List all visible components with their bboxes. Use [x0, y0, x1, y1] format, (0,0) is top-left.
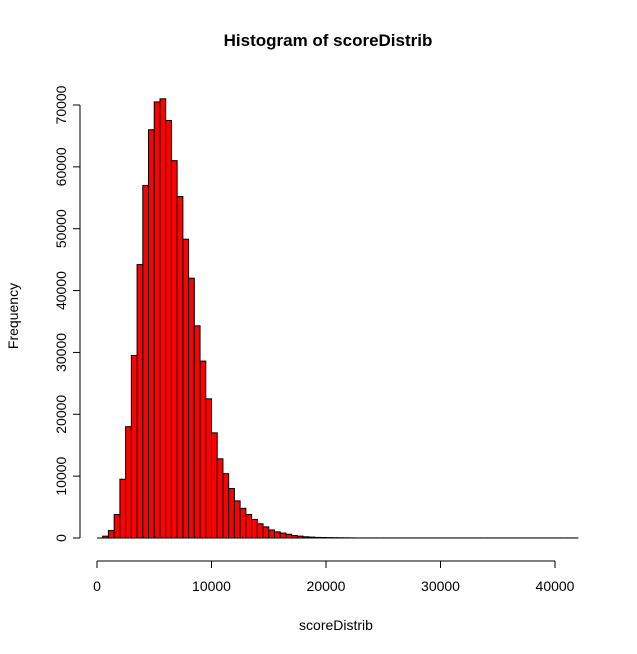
y-tick-label: 60000 — [53, 147, 69, 186]
chart-title: Histogram of scoreDistrib — [224, 31, 433, 50]
y-axis-label: Frequency — [5, 283, 21, 349]
histogram-bar — [170, 160, 178, 539]
histogram-bar — [279, 532, 287, 539]
histogram-bar — [251, 518, 258, 539]
histogram-bar — [256, 523, 264, 539]
histogram-bar — [130, 355, 138, 539]
histogram-bar — [182, 238, 190, 539]
histogram-bar — [125, 426, 132, 539]
histogram-bar — [268, 529, 275, 539]
histogram-bar — [165, 119, 172, 539]
histogram-bar — [136, 264, 144, 539]
y-tick-label: 10000 — [53, 456, 69, 495]
histogram-bar — [193, 325, 201, 539]
histogram-bar — [188, 277, 195, 539]
histogram-bar — [216, 458, 224, 539]
histogram-bar — [233, 500, 241, 539]
histogram-bar — [142, 184, 150, 539]
x-tick-label: 10000 — [192, 578, 231, 594]
x-tick-label: 40000 — [536, 578, 575, 594]
y-tick-label: 20000 — [53, 395, 69, 434]
histogram-bar — [119, 478, 127, 539]
histogram-bar — [199, 360, 207, 539]
y-tick-label: 30000 — [53, 333, 69, 372]
bars-group — [97, 98, 579, 539]
histogram-bar — [239, 507, 247, 539]
histogram-bar — [205, 398, 212, 539]
x-axis-label: scoreDistrib — [299, 617, 373, 633]
histogram-bar — [228, 488, 235, 539]
histogram-bar — [107, 530, 115, 539]
y-tick-label: 50000 — [53, 209, 69, 248]
histogram-bar — [153, 101, 161, 539]
histogram-bar — [211, 432, 218, 539]
x-axis: 0 10000 20000 30000 40000 — [93, 560, 575, 594]
x-tick-label: 0 — [93, 578, 101, 594]
x-tick-label: 30000 — [421, 578, 460, 594]
histogram-bar — [176, 196, 184, 539]
histogram-bar — [159, 98, 167, 539]
histogram-bar — [222, 473, 230, 539]
y-axis: 0 10000 20000 30000 40000 50000 60000 70000 — [53, 85, 81, 542]
histogram-bar — [113, 513, 121, 539]
histogram-bar — [285, 533, 293, 539]
y-tick-label: 40000 — [53, 271, 69, 310]
y-tick-label: 70000 — [53, 85, 69, 124]
histogram-bar — [262, 526, 270, 539]
histogram-bar — [273, 531, 281, 539]
histogram-bar — [245, 513, 253, 539]
histogram-bar — [148, 129, 155, 539]
x-tick-label: 20000 — [307, 578, 346, 594]
y-tick-label: 0 — [53, 534, 69, 542]
